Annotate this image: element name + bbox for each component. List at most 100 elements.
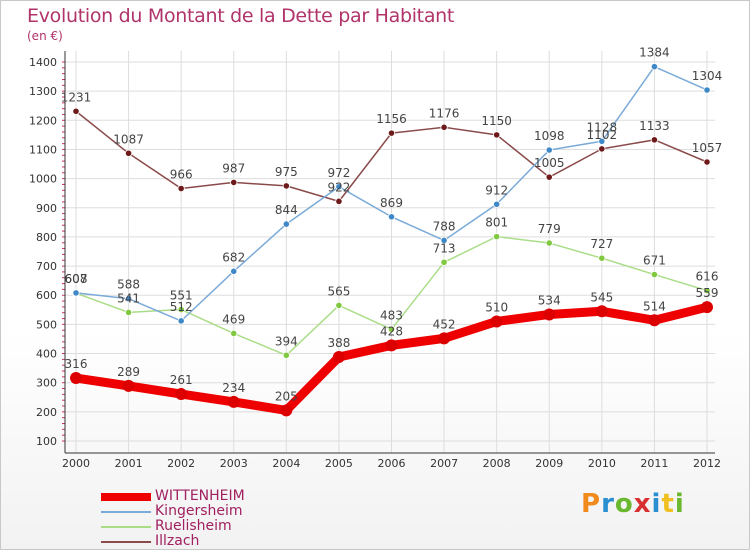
legend-label: Kingersheim — [155, 503, 243, 519]
data-point-illzach — [72, 107, 80, 115]
y-tick-label: 600 — [36, 289, 57, 302]
x-tick-label: 2005 — [325, 457, 353, 470]
data-point-wittenheim — [280, 404, 293, 417]
y-tick-label: 1200 — [29, 114, 57, 127]
x-tick-label: 2008 — [483, 457, 511, 470]
data-point-kingersheim — [72, 289, 80, 297]
x-tick-label: 2003 — [220, 457, 248, 470]
data-point-ruelisheim — [387, 325, 396, 333]
data-label-illzach: 922 — [327, 180, 350, 194]
data-point-ruelisheim — [440, 258, 448, 266]
y-tick-label: 100 — [36, 435, 57, 448]
data-label-kingersheim: 682 — [222, 250, 245, 264]
data-label-kingersheim: 1098 — [534, 129, 565, 143]
data-label-kingersheim: 972 — [327, 166, 350, 180]
y-tick-label: 200 — [36, 406, 57, 419]
data-point-wittenheim — [175, 388, 188, 401]
legend-label: Ruelisheim — [155, 518, 232, 534]
data-point-wittenheim — [332, 351, 345, 364]
data-label-kingersheim: 1128 — [587, 120, 618, 134]
data-label-layer: 316 289 261 234 205 388 428 452 510 534 545 514 559 6… — [61, 46, 723, 404]
data-label-wittenheim: 559 — [696, 286, 719, 300]
data-label-ruelisheim: 779 — [538, 222, 561, 236]
data-label-ruelisheim: 616 — [696, 270, 719, 284]
data-point-kingersheim — [177, 317, 185, 325]
data-point-ruelisheim — [545, 239, 553, 247]
data-point-kingersheim — [387, 213, 396, 221]
data-label-illzach: 1057 — [692, 141, 723, 155]
data-label-illzach: 1005 — [534, 156, 565, 170]
y-tick-label: 1000 — [29, 173, 57, 186]
data-point-kingersheim — [703, 86, 711, 94]
legend-item-kingersheim: Kingersheim — [101, 504, 245, 519]
data-label-illzach: 975 — [275, 165, 298, 179]
legend-item-ruelisheim: Ruelisheim — [101, 519, 245, 534]
legend-label: WITTENHEIM — [155, 488, 245, 504]
data-point-kingersheim — [598, 137, 606, 145]
chart-title: Evolution du Montant de la Dette par Hab… — [27, 5, 455, 27]
data-point-ruelisheim — [598, 254, 606, 262]
data-point-wittenheim — [438, 332, 451, 345]
y-tick-label: 400 — [36, 348, 57, 361]
x-tick-label: 2000 — [62, 457, 90, 470]
x-tick-label: 2004 — [272, 457, 300, 470]
data-label-kingersheim: 844 — [275, 203, 298, 217]
data-point-illzach — [230, 178, 238, 187]
data-label-ruelisheim: 551 — [170, 289, 193, 303]
legend-item-wittenheim: WITTENHEIM — [101, 489, 245, 504]
data-label-illzach: 1176 — [429, 106, 460, 120]
data-label-illzach: 1150 — [481, 114, 512, 128]
data-point-wittenheim — [543, 308, 556, 321]
legend-swatch — [101, 492, 151, 501]
data-point-ruelisheim — [282, 351, 290, 359]
data-label-illzach: 966 — [170, 168, 193, 182]
data-label-illzach: 1102 — [587, 128, 618, 142]
data-point-ruelisheim — [177, 305, 185, 314]
data-point-wittenheim — [122, 379, 135, 392]
y-tick-label: 1400 — [29, 56, 57, 69]
data-label-kingersheim: 1304 — [692, 69, 723, 83]
data-label-wittenheim: 545 — [590, 290, 613, 304]
data-label-illzach: 987 — [222, 161, 245, 175]
data-label-wittenheim: 510 — [485, 300, 508, 314]
data-label-kingersheim: 912 — [485, 183, 508, 197]
data-point-ruelisheim — [335, 301, 343, 310]
y-tick-label: 900 — [36, 202, 57, 215]
data-point-illzach — [335, 197, 343, 205]
data-label-ruelisheim: 394 — [275, 334, 298, 348]
data-point-wittenheim — [490, 315, 503, 328]
data-label-ruelisheim: 727 — [590, 237, 613, 251]
data-label-kingersheim: 869 — [380, 196, 403, 210]
data-point-illzach — [545, 173, 553, 181]
data-point-illzach — [282, 182, 290, 190]
y-tick-label: 300 — [36, 377, 57, 390]
proxiti-logo: Proxiti — [581, 489, 685, 519]
x-tick-label: 2011 — [640, 457, 668, 470]
x-tick-label: 2002 — [167, 457, 195, 470]
data-point-kingersheim — [282, 220, 290, 228]
x-tick-label: 2012 — [693, 457, 721, 470]
data-label-wittenheim: 534 — [538, 293, 561, 307]
x-tick-label: 2009 — [535, 457, 563, 470]
legend-swatch — [101, 525, 151, 528]
data-label-kingersheim: 512 — [170, 300, 193, 314]
data-point-illzach — [703, 158, 711, 166]
data-point-ruelisheim — [650, 270, 659, 279]
legend-swatch — [101, 540, 151, 543]
data-label-wittenheim: 428 — [380, 324, 403, 338]
data-point-kingersheim — [335, 183, 343, 191]
legend-swatch — [101, 510, 151, 513]
data-point-kingersheim — [230, 267, 238, 275]
y-tick-label: 700 — [36, 260, 57, 273]
y-tick-label: 1300 — [29, 85, 57, 98]
data-point-illzach — [124, 149, 133, 157]
data-label-ruelisheim: 541 — [117, 291, 140, 305]
data-point-ruelisheim — [124, 308, 133, 317]
chart-subtitle: (en €) — [27, 29, 63, 43]
data-label-wittenheim: 261 — [170, 373, 193, 387]
data-point-wittenheim — [595, 305, 608, 318]
data-point-illzach — [650, 136, 659, 144]
data-label-illzach: 1156 — [376, 112, 407, 126]
